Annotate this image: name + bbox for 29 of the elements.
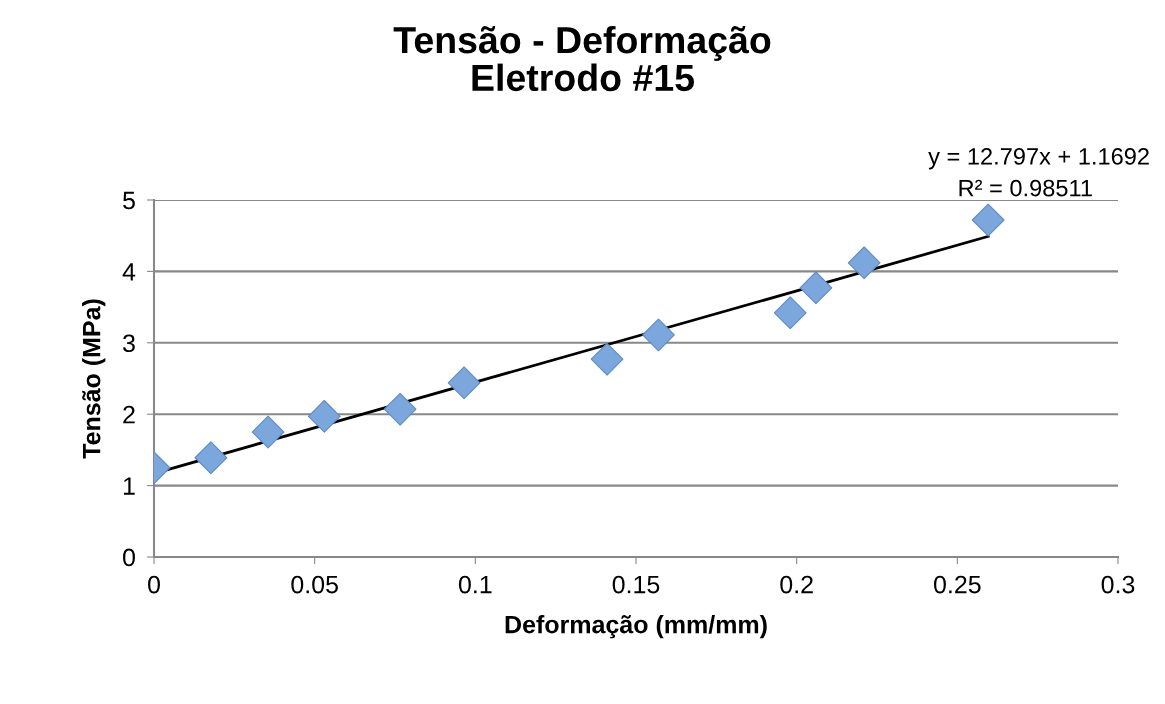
y-tick-label: 5 [123, 191, 135, 210]
x-axis-title: Deformação (mm/mm) [505, 615, 767, 639]
y-axis-title: Tensão (MPa) [82, 299, 106, 459]
x-tick-label: 0.1 [458, 575, 492, 594]
text: R² = 0.98511 [959, 179, 1092, 197]
x-tick-label: 0.15 [612, 575, 660, 594]
y-tick-label: 2 [123, 405, 135, 424]
point [971, 203, 1005, 237]
text: y = 12.797x + 1.1692 [928, 148, 1149, 170]
point [307, 399, 341, 433]
y-tick-label: 1 [123, 477, 135, 495]
x-tick-label: 0.2 [780, 575, 813, 594]
point [251, 415, 285, 449]
point [799, 271, 833, 305]
x-tick-label: 0.25 [933, 575, 981, 594]
point [590, 342, 624, 376]
chart-title: Tensão - Deformação Eletrodo #15 [393, 25, 771, 92]
point [642, 318, 675, 352]
point [194, 441, 228, 475]
point [773, 296, 807, 330]
x-tick-label: 0.05 [291, 575, 338, 594]
point [847, 246, 881, 280]
x-tick-label: 0.3 [1101, 575, 1135, 594]
y-tick-label: 0 [123, 548, 135, 567]
point [447, 366, 481, 400]
y-tick-label: 3 [123, 334, 135, 353]
point [383, 392, 417, 426]
x-tick-label: 0 [148, 575, 160, 594]
y-tick-label: 4 [122, 263, 136, 281]
